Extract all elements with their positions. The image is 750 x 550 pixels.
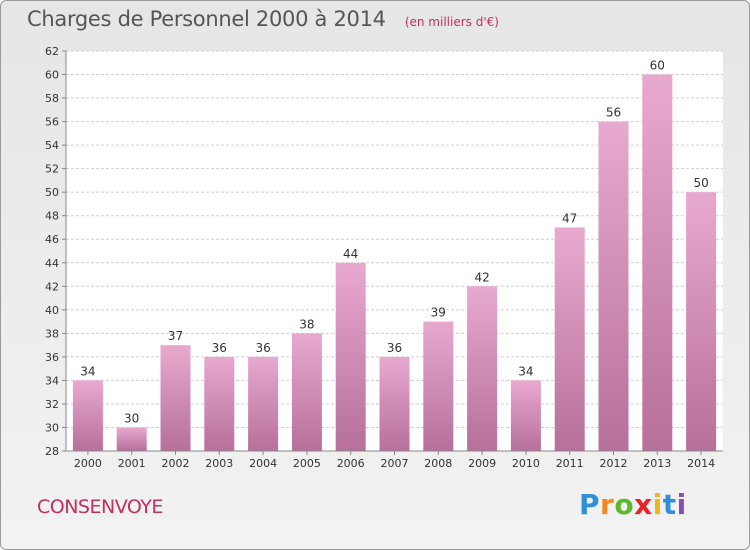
x-tick-label: 2000 xyxy=(74,457,102,470)
commune-name: CONSENVOYE xyxy=(37,496,163,518)
y-tick-label: 44 xyxy=(45,257,59,270)
bar-2012 xyxy=(598,121,629,452)
logo-letter: r xyxy=(600,488,615,521)
bar-2007 xyxy=(379,356,410,451)
y-tick-label: 56 xyxy=(45,116,59,129)
logo-letter: x xyxy=(634,488,653,521)
bar-2009 xyxy=(467,286,498,451)
value-labels: 34 30 37 36 36 38 44 36 39 42 34 47 56 60 50 xyxy=(80,59,708,426)
title-row: Charges de Personnel 2000 à 2014 (en mil… xyxy=(27,7,499,31)
logo-letter: i xyxy=(676,488,687,521)
x-tick-label: 2013 xyxy=(643,457,671,470)
value-label: 39 xyxy=(431,306,446,320)
value-label: 38 xyxy=(299,317,314,331)
bar-2010 xyxy=(510,380,541,451)
x-tick-label: 2009 xyxy=(468,457,496,470)
x-tick-label: 2012 xyxy=(600,457,628,470)
x-tick-label: 2007 xyxy=(381,457,409,470)
y-tick-label: 48 xyxy=(45,210,59,223)
bar-2013 xyxy=(642,74,673,451)
bar-2001 xyxy=(116,427,147,451)
y-tick-label: 46 xyxy=(45,233,59,246)
x-tick-label: 2011 xyxy=(556,457,584,470)
y-tick-label: 50 xyxy=(45,186,59,199)
x-tick-label: 2001 xyxy=(118,457,146,470)
logo-letter: t xyxy=(662,488,677,521)
chart-title: Charges de Personnel 2000 à 2014 xyxy=(27,7,386,31)
y-tick-label: 42 xyxy=(45,280,59,293)
y-tick-label: 60 xyxy=(45,69,59,82)
value-label: 60 xyxy=(650,59,665,73)
y-tick-label: 36 xyxy=(45,351,59,364)
value-label: 37 xyxy=(168,329,183,343)
logo-letter: o xyxy=(614,488,635,521)
value-label: 50 xyxy=(693,176,708,190)
x-tick-label: 2004 xyxy=(249,457,277,470)
x-tick-label: 2008 xyxy=(424,457,452,470)
bar-2004 xyxy=(248,356,279,451)
chart-subtitle: (en milliers d'€) xyxy=(404,15,499,29)
y-tick-label: 38 xyxy=(45,327,59,340)
y-tick-label: 32 xyxy=(45,398,59,411)
value-label: 34 xyxy=(80,364,95,378)
value-label: 42 xyxy=(474,270,489,284)
bar-2000 xyxy=(72,380,103,451)
y-tick-label: 52 xyxy=(45,163,59,176)
bar-2014 xyxy=(686,192,717,452)
y-tick-label: 34 xyxy=(45,374,59,387)
x-tick-label: 2002 xyxy=(162,457,190,470)
y-tick-label: 28 xyxy=(45,445,59,458)
y-tick-label: 62 xyxy=(45,45,59,58)
value-label: 36 xyxy=(255,341,270,355)
logo-letter: i xyxy=(652,488,663,521)
proxiti-logo: Proxiti xyxy=(579,488,687,521)
axes: 28 30 32 34 36 38 40 42 44 46 48 50 52 54 56 58 60 62 2000… xyxy=(45,45,723,470)
y-tick-label: 40 xyxy=(45,304,59,317)
y-tick-label: 30 xyxy=(45,421,59,434)
bar-2002 xyxy=(160,345,191,451)
x-tick-label: 2010 xyxy=(512,457,540,470)
value-label: 34 xyxy=(518,364,533,378)
value-label: 36 xyxy=(387,341,402,355)
y-tick-label: 54 xyxy=(45,139,59,152)
value-label: 36 xyxy=(212,341,227,355)
value-label: 56 xyxy=(606,106,621,120)
bar-2011 xyxy=(554,227,585,451)
value-label: 30 xyxy=(124,411,139,425)
x-tick-label: 2006 xyxy=(337,457,365,470)
bar-2005 xyxy=(291,333,322,451)
bar-2006 xyxy=(335,262,366,451)
value-label: 47 xyxy=(562,211,577,225)
bar-2003 xyxy=(204,356,235,451)
y-tick-label: 58 xyxy=(45,92,59,105)
x-tick-label: 2005 xyxy=(293,457,321,470)
logo-letter: P xyxy=(579,488,601,521)
bars xyxy=(72,74,717,452)
bar-2008 xyxy=(423,321,454,451)
x-tick-label: 2003 xyxy=(205,457,233,470)
value-label: 44 xyxy=(343,247,358,261)
x-tick-label: 2014 xyxy=(687,457,715,470)
